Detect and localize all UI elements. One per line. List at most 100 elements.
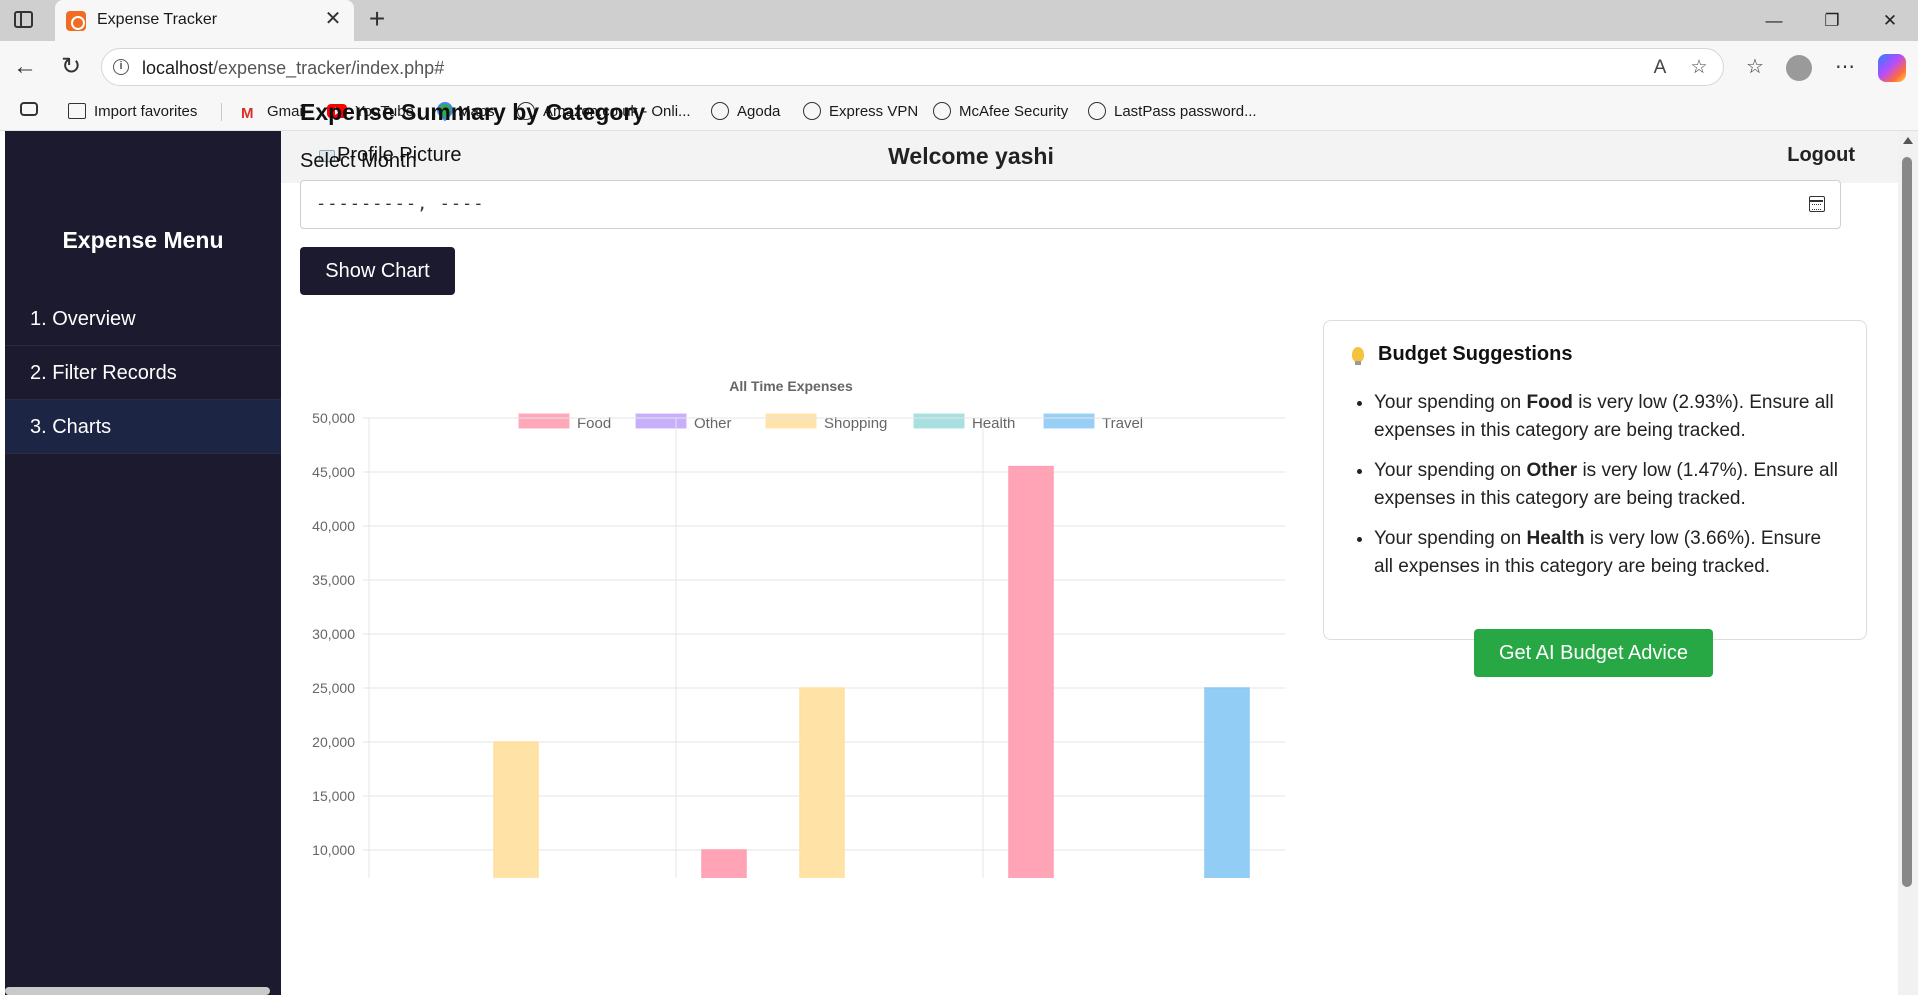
suggestion-pre: Your spending on [1374,460,1527,481]
url-path: /expense_tracker/index.php# [213,58,445,78]
suggestion-item: Your spending on Health is very low (3.6… [1374,525,1844,581]
legend-swatch-food [518,413,570,429]
expense-sidebar: Expense Menu 1. Overview 2. Filter Recor… [5,131,281,995]
section-title: Expense Summary by Category [300,99,646,125]
suggestion-post: is very low (3.66%). Ensure all expenses… [1374,528,1822,577]
browser-tab[interactable]: Expense Tracker ✕ [55,0,354,41]
back-icon[interactable]: ← [13,53,37,80]
expense-chart: All Time Expenses Food Other Shopping Health… [300,318,1285,878]
sidebar-toggle-icon[interactable] [14,11,33,28]
vertical-scrollbar[interactable] [1898,131,1918,995]
bookmark-label: McAfee Security [959,103,1069,120]
bar-food [701,849,747,878]
sidebar-item-overview[interactable]: 1. Overview [5,292,281,346]
browser-toolbar: ← ↻ i localhost/expense_tracker/index.ph… [0,41,1918,93]
suggestion-pre: Your spending on [1374,528,1527,549]
suggestion-item: Your spending on Food is very low (2.93%… [1374,389,1844,445]
xampp-favicon-icon [66,11,86,31]
bookmark-import-favorites[interactable]: Import favorites [68,101,197,123]
bookmark-separator [221,103,222,121]
month-label: Select Month [300,150,417,172]
profile-picture[interactable]: Profile Picture [319,144,462,167]
collections-icon[interactable] [20,102,38,116]
suggestion-list: Your spending on Food is very low (2.93%… [1374,389,1844,593]
bookmark-youtube[interactable]: YouTube [327,101,414,123]
calendar-icon[interactable] [1809,196,1825,212]
month-input[interactable]: ---------, ---- [300,180,1841,229]
url-host: localhost [142,58,214,78]
reload-icon[interactable]: ↻ [60,53,82,80]
read-aloud-icon[interactable]: A [1653,57,1667,78]
bookmark-label: Amazon.co.uk - Onli... [543,103,691,120]
legend-swatch-shopping [765,413,817,429]
bookmark-maps[interactable]: Maps [436,101,495,123]
horizontal-scrollbar[interactable] [5,987,270,995]
sidebar-item-charts[interactable]: 3. Charts [5,400,281,454]
legend-swatch-other [635,413,687,429]
tab-title: Expense Tracker [97,11,218,28]
new-tab-icon[interactable]: + [368,3,386,34]
restore-icon[interactable]: ❐ [1824,11,1840,30]
site-info-icon[interactable]: i [113,59,129,75]
gmail-icon: M [241,105,254,122]
y-tick-label: 45,000 [312,464,355,480]
y-tick-label: 10,000 [312,842,355,858]
ai-budget-advice-button[interactable]: Get AI Budget Advice [1474,629,1713,677]
logout-link[interactable]: Logout [1787,144,1855,166]
bookmark-amazon[interactable]: Amazon.co.uk - Onli... [517,101,691,123]
budget-suggestions-card: Budget Suggestions Your spending on Food… [1323,320,1867,677]
close-tab-icon[interactable]: ✕ [324,8,342,30]
bookmark-gmail[interactable]: M Gmail [241,101,306,123]
globe-icon [517,102,535,120]
chart-title: All Time Expenses [729,378,853,394]
minimize-icon[interactable]: — [1765,11,1783,30]
budget-title-text: Budget Suggestions [1378,343,1573,365]
budget-title: Budget Suggestions [1352,343,1572,366]
broken-image-icon [319,150,335,162]
page-header: Profile Picture Welcome yashi Logout [281,131,1898,183]
globe-icon [1088,102,1106,120]
profile-avatar-icon[interactable] [1786,55,1812,81]
suggestion-category: Other [1526,460,1578,481]
scroll-up-icon[interactable] [1903,137,1913,144]
sidebar-title: Expense Menu [62,227,224,253]
bookmark-agoda[interactable]: Agoda [711,101,780,123]
legend-swatch-health [913,413,965,429]
import-icon [68,103,86,119]
suggestion-post: is very low (1.47%). Ensure all expenses… [1374,460,1838,509]
bookmark-label: LastPass password... [1114,103,1257,120]
youtube-icon [327,104,347,118]
copilot-icon[interactable] [1878,54,1906,82]
lightbulb-icon [1352,347,1364,365]
y-tick-label: 50,000 [312,410,355,426]
bookmarks-bar: Import favorites M Gmail YouTube Maps Ama… [0,93,1918,131]
y-tick-label: 20,000 [312,734,355,750]
bar-shopping [493,741,539,878]
suggestion-category: Health [1526,528,1585,549]
bar-shopping [799,687,845,878]
globe-icon [711,102,729,120]
bookmark-express-vpn[interactable]: Express VPN [803,101,918,123]
bookmark-label: Import favorites [94,103,198,120]
y-tick-label: 40,000 [312,518,355,534]
legend-label-shopping: Shopping [824,415,887,432]
bar-food [1008,465,1054,878]
more-options-icon[interactable]: ⋯ [1835,56,1855,78]
legend-label-other: Other [694,415,732,432]
favorite-star-icon[interactable]: ☆ [1690,57,1708,78]
bookmark-label: Gmail [267,103,307,120]
favorites-icon[interactable]: ☆ [1746,56,1764,78]
suggestion-post: is very low (2.93%). Ensure all expenses… [1374,392,1834,441]
welcome-message: Welcome yashi [888,143,1054,169]
sidebar-item-filter-records[interactable]: 2. Filter Records [5,346,281,400]
address-bar[interactable]: i localhost/expense_tracker/index.php# A… [101,48,1724,86]
scrollbar-thumb[interactable] [1902,157,1912,887]
month-input-value: ---------, ---- [316,194,485,214]
browser-tab-bar: Expense Tracker ✕ + — ❐ ✕ [0,0,1918,41]
url-text: localhost/expense_tracker/index.php# [142,58,444,79]
show-chart-button[interactable]: Show Chart [300,247,455,295]
bookmark-lastpass[interactable]: LastPass password... [1088,101,1257,123]
close-window-icon[interactable]: ✕ [1882,11,1898,30]
bookmark-mcafee[interactable]: McAfee Security [933,101,1068,123]
